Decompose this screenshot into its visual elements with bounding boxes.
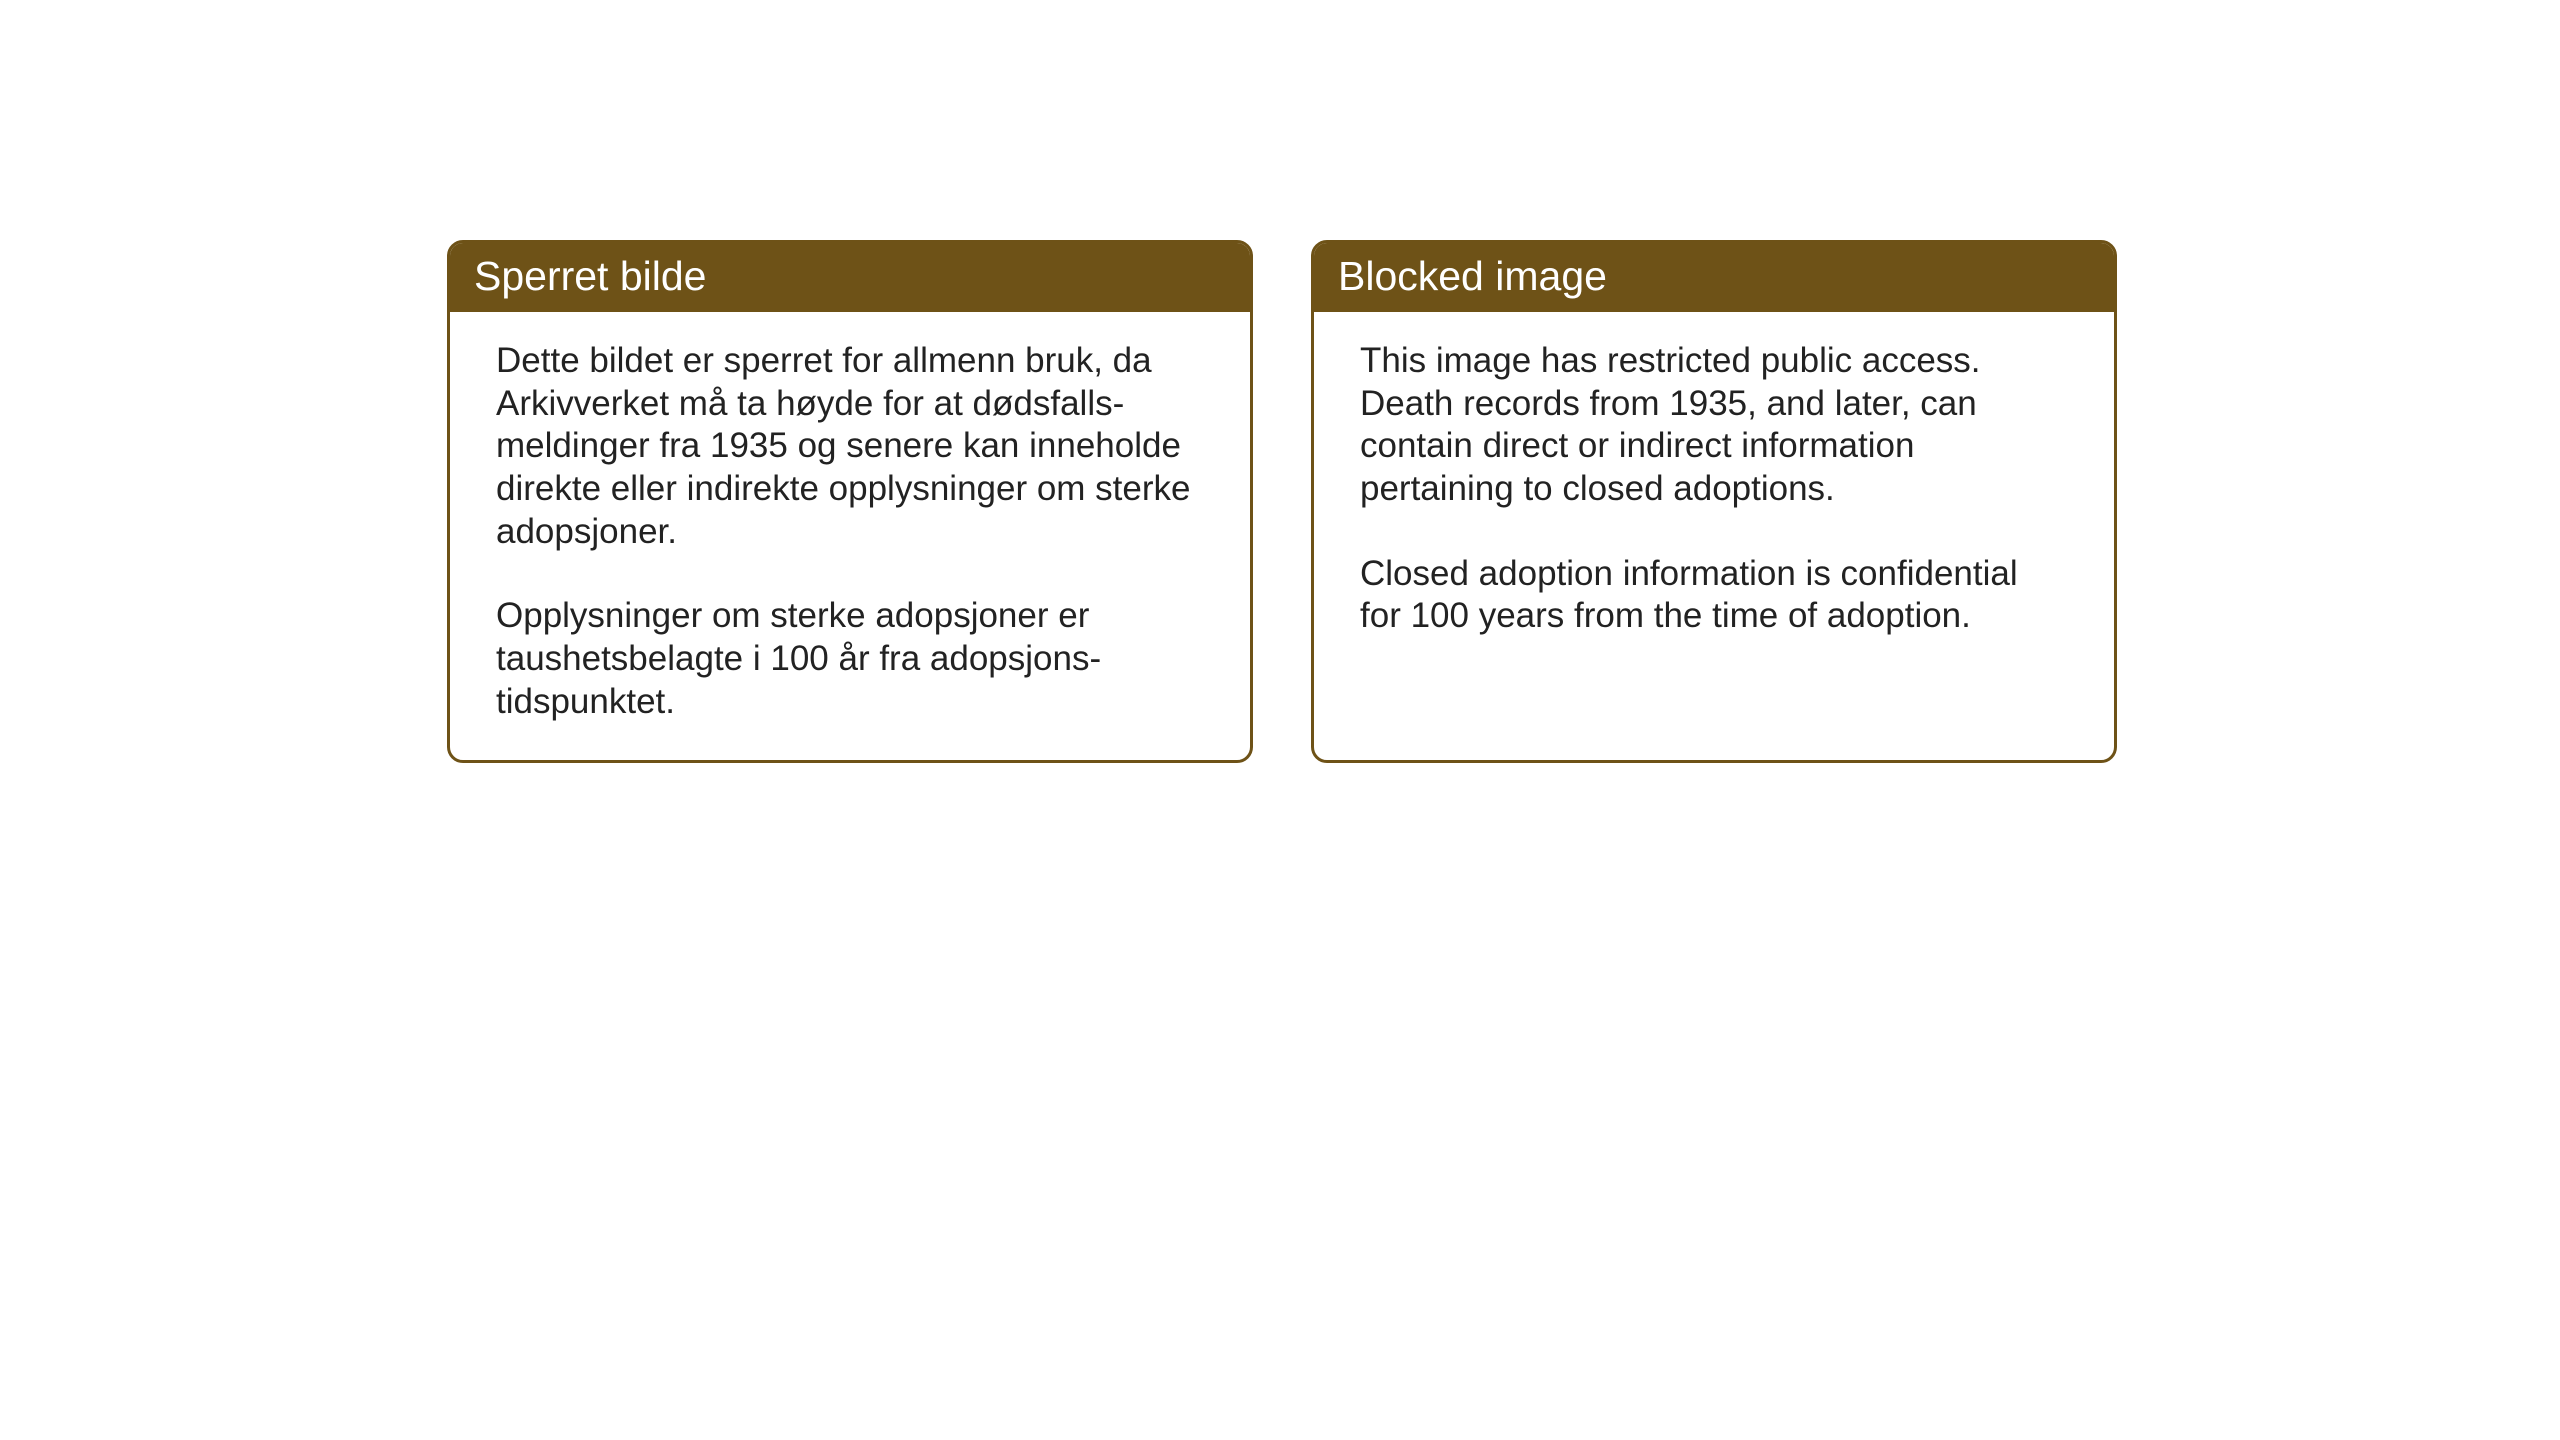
notice-body-norwegian: Dette bildet er sperret for allmenn bruk…: [450, 312, 1250, 760]
notice-box-norwegian: Sperret bilde Dette bildet er sperret fo…: [447, 240, 1253, 763]
notice-box-english: Blocked image This image has restricted …: [1311, 240, 2117, 763]
notice-paragraph-2-norwegian: Opplysninger om sterke adopsjoner er tau…: [496, 595, 1204, 723]
notice-paragraph-1-english: This image has restricted public access.…: [1360, 340, 2068, 511]
notice-paragraph-2-english: Closed adoption information is confident…: [1360, 553, 2068, 638]
notice-paragraph-1-norwegian: Dette bildet er sperret for allmenn bruk…: [496, 340, 1204, 553]
notice-container: Sperret bilde Dette bildet er sperret fo…: [447, 240, 2117, 763]
notice-title-norwegian: Sperret bilde: [474, 253, 706, 299]
notice-body-english: This image has restricted public access.…: [1314, 312, 2114, 760]
notice-header-english: Blocked image: [1314, 243, 2114, 312]
notice-title-english: Blocked image: [1338, 253, 1607, 299]
notice-header-norwegian: Sperret bilde: [450, 243, 1250, 312]
